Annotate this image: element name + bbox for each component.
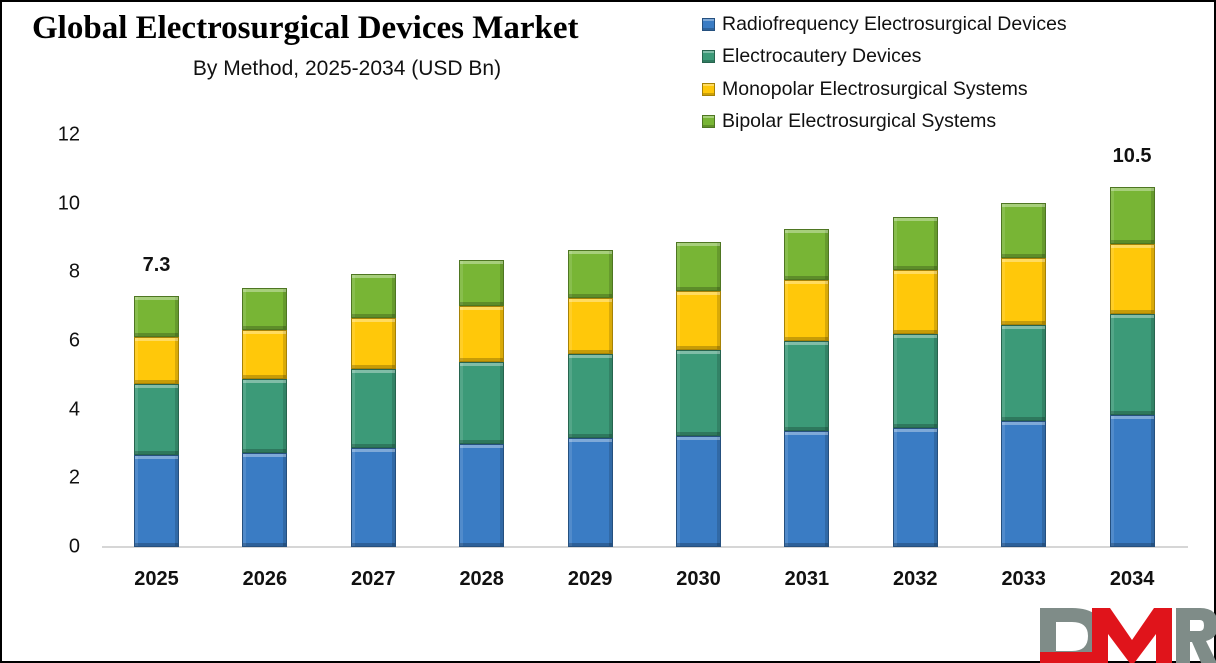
bar-segment [242,287,288,330]
bar-segment [892,333,938,428]
legend-item: Radiofrequency Electrosurgical Devices [702,8,1067,41]
bar-segment [784,430,830,547]
bar-segment [350,318,396,370]
bar-segment [459,443,505,547]
legend-swatch [702,115,715,129]
bar-segment [567,298,613,355]
bar-segment [892,427,938,547]
legend-item: Monopolar Electrosurgical Systems [702,73,1067,106]
legend-swatch [702,82,715,96]
legend-label: Bipolar Electrosurgical Systems [722,110,997,133]
y-tick-label: 2 [68,466,80,489]
x-axis-line [102,546,1188,548]
legend-label: Electrocautery Devices [722,45,922,68]
legend-label: Radiofrequency Electrosurgical Devices [722,12,1067,35]
bar-segment [134,336,179,384]
bar-segment [459,361,505,444]
x-tick-label: 2027 [351,568,396,590]
stacked-bar-2034 [1109,186,1155,547]
bar-segment [242,329,288,379]
bar-segment [784,341,830,431]
x-tick-label: 2034 [1109,568,1155,590]
bar-segment [1109,314,1155,416]
bar-segment [1001,203,1047,258]
chart-subtitle: By Method, 2025-2034 (USD Bn) [192,57,502,80]
stacked-bar-2028 [459,259,505,547]
bar-segment [1001,257,1047,325]
total-value-label: 7.3 [142,254,171,277]
x-tick-label: 2025 [134,568,179,590]
x-tick-label: 2030 [676,568,721,590]
legend: Radiofrequency Electrosurgical Devices El… [702,8,1067,138]
bar-segment [1001,420,1047,547]
bar-segment [242,378,288,453]
legend-item: Electrocautery Devices [702,41,1067,74]
bar-segment [350,448,396,547]
y-tick-label: 0 [68,535,80,558]
logo-m-letter [1040,608,1172,663]
y-tick-label: 12 [57,123,80,146]
bar-segment [892,217,938,270]
x-tick-label: 2026 [242,568,288,590]
bar-segment [892,269,938,334]
y-tick-label: 8 [68,260,80,283]
legend-label: Monopolar Electrosurgical Systems [722,77,1028,100]
bar-segment [1001,324,1047,421]
bar-segment [676,242,721,292]
bar-segment [676,291,721,351]
legend-item: Bipolar Electrosurgical Systems [702,106,1067,139]
bar-segment [567,438,613,547]
bar-segment [567,250,613,299]
x-tick-label: 2031 [784,568,830,590]
legend-swatch [702,17,715,31]
x-tick-label: 2028 [459,568,504,590]
x-tick-label: 2029 [567,568,613,590]
stacked-bar-2027 [350,274,396,547]
bar-segment [1109,186,1155,245]
bar-segment [134,454,179,547]
bar-segment [1109,415,1155,547]
bar-segment [1109,244,1155,315]
chart-title: Global Electrosurgical Devices Market [32,10,579,46]
legend-swatch [702,50,715,64]
stacked-bar-2030 [676,242,721,547]
x-tick-label: 2033 [1001,568,1046,590]
bar-segment [242,452,288,547]
stacked-bar-2032 [892,217,938,547]
bar-segment [350,369,396,449]
bar-segment [784,228,830,280]
stacked-bar-2031 [784,228,830,547]
stacked-bar-2033 [1001,203,1047,547]
bar-segment [784,279,830,341]
x-tick-label: 2032 [893,568,938,590]
stacked-bar-2025 [134,296,179,547]
logo-r-letter [1176,608,1216,663]
y-tick-label: 6 [68,329,80,352]
stacked-bar-2029 [567,250,613,547]
bar-segment [459,305,505,362]
bar-segment [134,296,179,337]
stacked-bar-2026 [242,287,288,547]
bar-segment [459,259,505,306]
bar-segment [134,383,179,455]
dmr-logo [1040,608,1216,663]
bar-segment [676,350,721,437]
y-tick-label: 4 [68,398,80,421]
total-value-label: 10.5 [1112,144,1152,167]
y-tick-label: 10 [57,192,80,215]
bar-segment [350,274,396,318]
bar-segment [567,354,613,439]
bar-segment [676,436,721,547]
logo-d-letter [1040,608,1104,663]
